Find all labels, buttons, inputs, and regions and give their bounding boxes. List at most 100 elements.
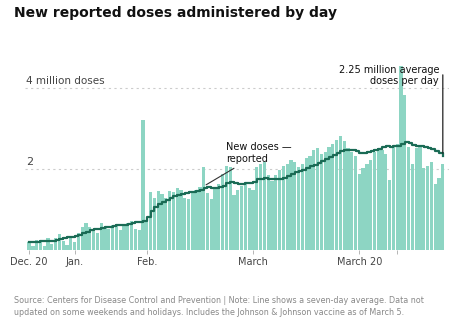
Bar: [62, 241, 65, 250]
Bar: [372, 152, 375, 250]
Bar: [330, 144, 334, 250]
Bar: [206, 193, 209, 250]
Bar: [232, 195, 235, 250]
Bar: [319, 154, 322, 250]
Bar: [240, 186, 243, 250]
Bar: [43, 245, 46, 250]
Bar: [77, 234, 80, 250]
Bar: [111, 225, 114, 250]
Bar: [255, 167, 258, 250]
Bar: [437, 178, 440, 250]
Bar: [368, 160, 371, 250]
Bar: [391, 147, 394, 250]
Bar: [103, 228, 106, 250]
Bar: [398, 66, 402, 250]
Text: 2: 2: [26, 157, 33, 167]
Bar: [149, 192, 152, 250]
Bar: [183, 198, 186, 250]
Text: 4 million doses: 4 million doses: [26, 76, 105, 86]
Bar: [179, 190, 182, 250]
Bar: [65, 245, 68, 250]
Bar: [54, 238, 57, 250]
Bar: [247, 188, 250, 250]
Bar: [141, 121, 144, 250]
Text: 2.25 million average
doses per day: 2.25 million average doses per day: [338, 65, 438, 86]
Bar: [118, 230, 122, 250]
Bar: [274, 175, 277, 250]
Bar: [406, 147, 409, 250]
Bar: [440, 164, 443, 250]
Bar: [69, 237, 73, 250]
Bar: [285, 164, 288, 250]
Bar: [349, 152, 353, 250]
Bar: [39, 242, 42, 250]
Bar: [312, 149, 315, 250]
Bar: [137, 230, 140, 250]
Bar: [315, 148, 319, 250]
Bar: [308, 156, 311, 250]
Bar: [156, 191, 159, 250]
Bar: [353, 156, 356, 250]
Bar: [258, 164, 262, 250]
Bar: [190, 192, 194, 250]
Bar: [383, 154, 386, 250]
Bar: [224, 166, 228, 250]
Bar: [145, 220, 148, 250]
Bar: [380, 149, 383, 250]
Bar: [403, 95, 406, 250]
Bar: [361, 168, 364, 250]
Text: Source: Centers for Disease Control and Prevention | Note: Line shows a seven-da: Source: Centers for Disease Control and …: [14, 296, 423, 317]
Bar: [262, 162, 265, 250]
Bar: [395, 144, 398, 250]
Bar: [228, 167, 231, 250]
Bar: [410, 164, 413, 250]
Bar: [84, 223, 88, 250]
Bar: [134, 228, 137, 250]
Bar: [58, 234, 61, 250]
Bar: [115, 225, 118, 250]
Bar: [92, 231, 95, 250]
Bar: [270, 181, 273, 250]
Bar: [107, 229, 110, 250]
Bar: [376, 148, 379, 250]
Bar: [175, 188, 179, 250]
Bar: [421, 168, 425, 250]
Bar: [164, 198, 167, 250]
Bar: [213, 189, 216, 250]
Bar: [194, 190, 197, 250]
Bar: [266, 175, 269, 250]
Bar: [80, 228, 84, 250]
Bar: [281, 166, 285, 250]
Bar: [122, 225, 125, 250]
Bar: [364, 164, 368, 250]
Bar: [334, 140, 337, 250]
Bar: [35, 239, 38, 250]
Bar: [198, 187, 201, 250]
Bar: [342, 141, 345, 250]
Bar: [209, 199, 213, 250]
Bar: [433, 184, 436, 250]
Text: New reported doses administered by day: New reported doses administered by day: [14, 6, 336, 20]
Bar: [160, 194, 163, 250]
Bar: [300, 164, 303, 250]
Bar: [130, 220, 133, 250]
Bar: [202, 167, 205, 250]
Bar: [126, 223, 129, 250]
Bar: [28, 242, 31, 250]
Bar: [292, 162, 296, 250]
Bar: [236, 190, 239, 250]
Bar: [88, 228, 91, 250]
Bar: [73, 242, 76, 250]
Bar: [152, 198, 156, 250]
Bar: [100, 223, 103, 250]
Bar: [346, 148, 349, 250]
Bar: [323, 152, 326, 250]
Bar: [387, 180, 391, 250]
Bar: [429, 162, 432, 250]
Bar: [425, 166, 428, 250]
Bar: [186, 199, 190, 250]
Bar: [338, 136, 341, 250]
Bar: [297, 167, 300, 250]
Bar: [46, 238, 50, 250]
Bar: [277, 170, 280, 250]
